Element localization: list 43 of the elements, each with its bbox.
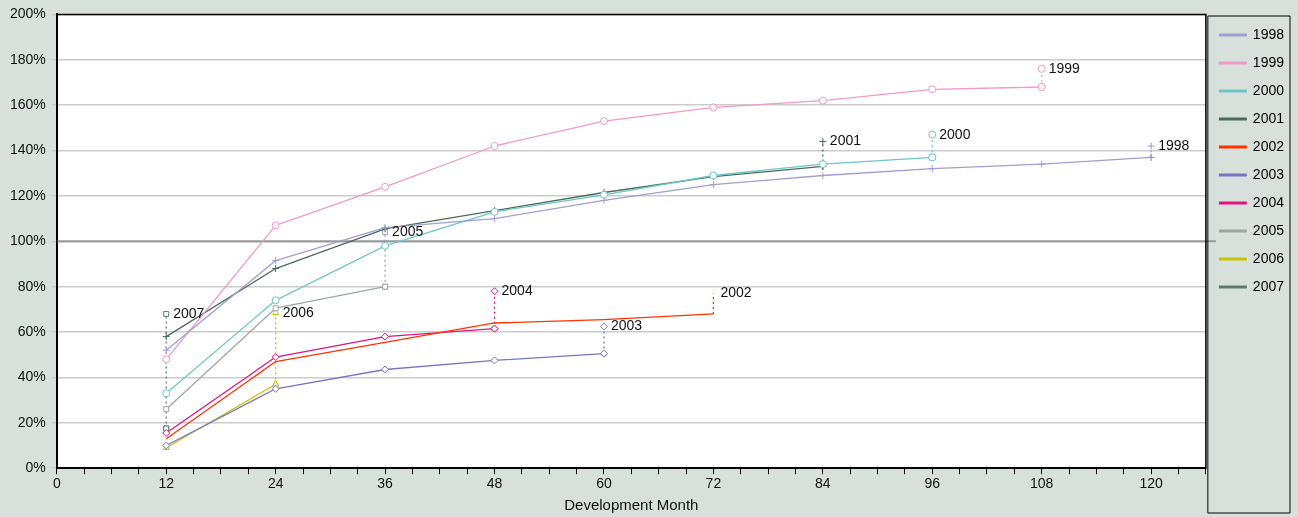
- annotation: 1999: [1048, 59, 1081, 76]
- annotation: 2007: [173, 304, 205, 321]
- y-tick-label: 120%: [9, 186, 46, 203]
- y-tick-label: 0%: [25, 459, 46, 476]
- annotation: 2005: [392, 223, 424, 240]
- x-tick-label: 108: [1030, 475, 1054, 492]
- x-tick-label: 0: [52, 475, 61, 492]
- y-tick-label: 100%: [9, 232, 46, 249]
- legend-label: 2004: [1252, 193, 1285, 210]
- annotation: 2003: [610, 317, 643, 334]
- y-tick-label: 60%: [17, 322, 46, 339]
- legend-label: 1999: [1252, 53, 1285, 70]
- x-tick-label: 96: [924, 475, 941, 492]
- annotation: 2004: [501, 282, 533, 299]
- legend-label: 2005: [1252, 221, 1285, 238]
- legend-label: 2000: [1252, 81, 1285, 98]
- x-tick-label: 24: [267, 475, 284, 492]
- annotation: 1998: [1158, 136, 1190, 153]
- legend-label: 2006: [1252, 249, 1285, 266]
- y-tick-label: 160%: [9, 96, 46, 113]
- annotation: 2006: [282, 303, 315, 320]
- legend-label: 2003: [1252, 165, 1285, 182]
- y-tick-label: 200%: [9, 5, 46, 22]
- annotation: 2001: [829, 132, 862, 149]
- y-tick-label: 140%: [9, 141, 46, 158]
- legend-label: 2002: [1252, 137, 1285, 154]
- legend-label: 1998: [1252, 25, 1285, 42]
- x-tick-label: 120: [1139, 475, 1164, 492]
- y-tick-label: 180%: [9, 50, 46, 67]
- legend-label: 2001: [1252, 109, 1285, 126]
- x-axis-title: Development Month: [564, 496, 699, 514]
- x-tick-label: 12: [158, 475, 175, 492]
- legend-label: 2007: [1252, 277, 1285, 294]
- x-tick-label: 60: [596, 475, 612, 492]
- annotation: 2000: [939, 125, 971, 142]
- y-tick-label: 20%: [17, 413, 46, 430]
- annotation: 2002: [720, 284, 752, 301]
- x-tick-label: 36: [377, 475, 394, 492]
- x-tick-label: 48: [486, 475, 503, 492]
- y-tick-label: 80%: [17, 277, 46, 294]
- y-tick-label: 40%: [17, 368, 46, 385]
- x-tick-label: 84: [815, 475, 831, 492]
- x-tick-label: 72: [705, 475, 722, 492]
